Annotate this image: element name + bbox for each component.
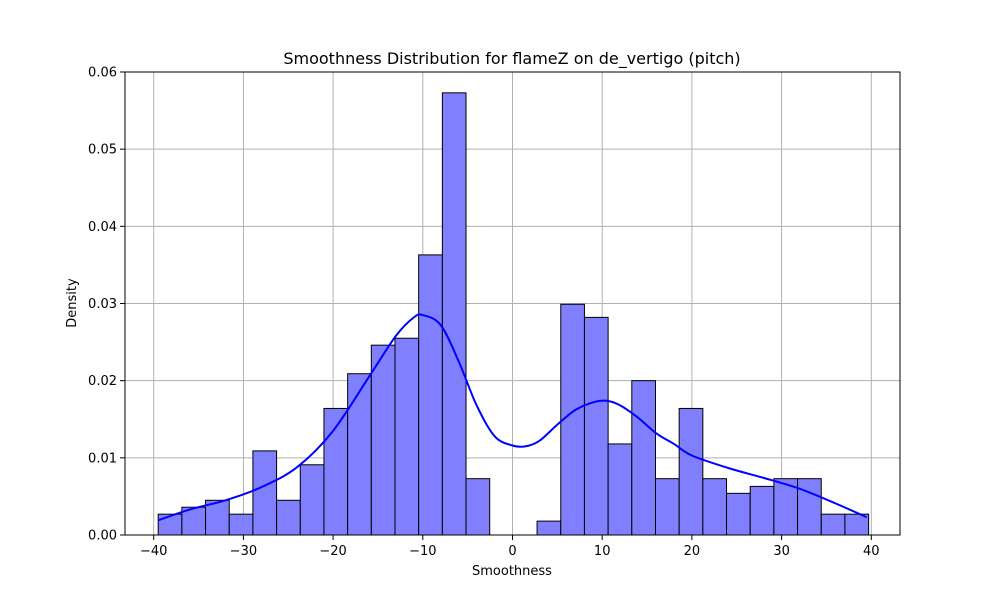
histogram-bar: [228, 513, 254, 536]
histogram-bar: [702, 478, 728, 536]
x-axis-ticks: −40 −30 −20 −10 0 10 20 30 40: [140, 535, 880, 559]
y-tick-label: 0.06: [88, 66, 117, 81]
histogram-bar: [370, 344, 396, 536]
histogram-bar: [797, 478, 822, 536]
kde-line: [157, 313, 868, 522]
histogram-bar: [678, 407, 704, 536]
histogram-bar: [726, 492, 751, 536]
x-tick-label: 0: [508, 544, 516, 559]
bars-layer: [157, 92, 870, 536]
histogram-bar: [631, 380, 656, 536]
histogram-bar: [607, 443, 633, 536]
histogram-bar: [276, 499, 301, 536]
x-tick-label: 40: [863, 544, 880, 559]
grid-layer: [125, 71, 900, 536]
histogram-bar: [441, 92, 467, 536]
y-axis-ticks: 0.00 0.01 0.02 0.03 0.04 0.05 0.06: [88, 66, 125, 544]
histogram-bar: [749, 485, 775, 536]
histogram-bar: [252, 450, 278, 536]
y-tick-label: 0.00: [88, 529, 117, 544]
histogram-bar: [654, 478, 680, 536]
histogram-bar: [465, 478, 491, 536]
histogram-bar: [536, 520, 562, 536]
x-tick-label: 30: [773, 544, 790, 559]
histogram-bar: [157, 513, 183, 536]
y-tick-label: 0.03: [88, 297, 117, 312]
histogram-bar: [394, 337, 420, 536]
x-tick-label: −30: [230, 544, 257, 559]
y-tick-label: 0.04: [88, 220, 117, 235]
y-tick-label: 0.05: [88, 143, 117, 158]
x-tick-label: 20: [684, 544, 701, 559]
y-tick-label: 0.01: [88, 451, 117, 466]
histogram-bar: [347, 373, 372, 536]
histogram-bar: [820, 513, 846, 536]
histogram-bar: [418, 254, 443, 536]
x-tick-label: −20: [319, 544, 346, 559]
y-tick-label: 0.02: [88, 374, 117, 389]
y-axis-label: Density: [65, 278, 80, 328]
chart-title: Smoothness Distribution for flameZ on de…: [283, 49, 740, 69]
x-axis-label: Smoothness: [472, 564, 552, 579]
x-tick-label: −10: [409, 544, 436, 559]
x-tick-label: 10: [594, 544, 611, 559]
histogram-bar: [583, 316, 609, 536]
histogram-bar: [299, 464, 325, 536]
x-tick-label: −40: [140, 544, 167, 559]
